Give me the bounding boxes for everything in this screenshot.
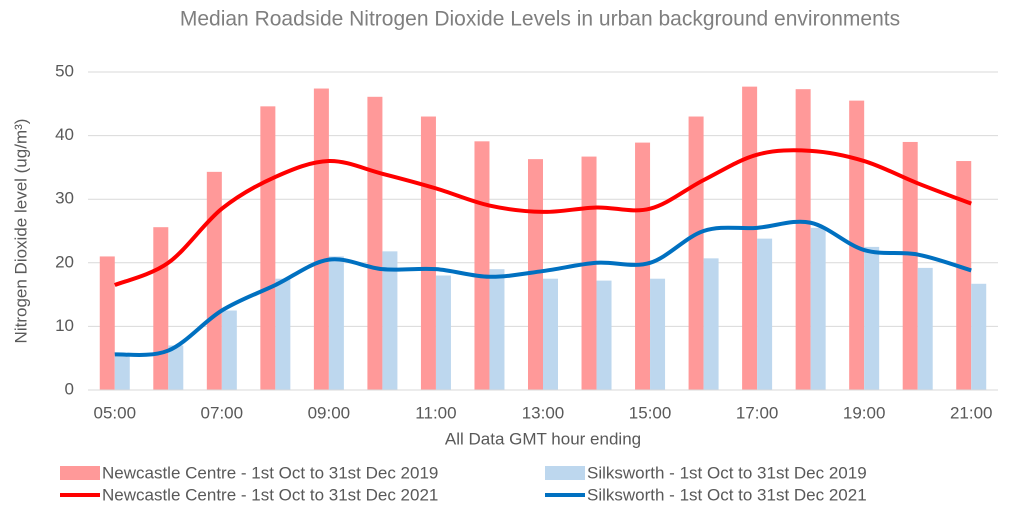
x-tick-label: 13:00 [522, 403, 565, 422]
x-axis-label: All Data GMT hour ending [445, 429, 641, 448]
line [114, 219, 972, 357]
bar [474, 141, 490, 390]
bar [489, 269, 505, 390]
bar [917, 267, 933, 390]
bar [650, 278, 666, 390]
bar [114, 355, 130, 390]
bar [367, 96, 383, 390]
bar [703, 258, 719, 390]
bar [543, 278, 558, 390]
bar [581, 156, 597, 390]
chart-title: Median Roadside Nitrogen Dioxide Levels … [180, 8, 900, 31]
bar [153, 227, 169, 390]
bar [382, 251, 398, 390]
bar [328, 256, 344, 390]
x-tick-label: 17:00 [736, 403, 779, 422]
bar [313, 88, 329, 390]
legend-label: Silksworth - 1st Oct to 31st Dec 2021 [587, 485, 867, 504]
y-axis-label: Nitrogen Dioxide level (ug/m³) [11, 119, 30, 344]
y-tick-label: 40 [55, 125, 74, 144]
line [113, 148, 972, 287]
legend-label: Newcastle Centre - 1st Oct to 31st Dec 2… [102, 485, 438, 504]
x-tick-label: 09:00 [308, 403, 351, 422]
x-tick-label: 11:00 [415, 403, 456, 422]
bar [971, 283, 987, 390]
bar [688, 116, 704, 391]
x-tick-label: 05:00 [93, 403, 136, 422]
y-tick-label: 50 [55, 61, 74, 80]
bar [435, 275, 451, 390]
bar [864, 246, 880, 390]
bar [757, 238, 773, 390]
legend-label: Newcastle Centre - 1st Oct to 31st Dec 2… [102, 463, 438, 482]
x-tick-label: 19:00 [843, 403, 886, 422]
legend-label: Silksworth - 1st Oct to 31st Dec 2019 [587, 463, 867, 482]
bar [260, 106, 276, 391]
x-tick-label: 15:00 [629, 403, 672, 422]
bar [956, 161, 972, 390]
legend-swatch [545, 466, 585, 480]
bar [742, 86, 758, 391]
y-tick-label: 30 [55, 189, 74, 208]
legend-swatch [60, 466, 100, 480]
bar [795, 89, 811, 390]
y-tick-label: 0 [65, 379, 74, 398]
bar [810, 227, 826, 390]
bar [99, 256, 115, 390]
bar [596, 280, 612, 390]
bar [206, 171, 222, 390]
bar [528, 159, 543, 390]
x-tick-label: 21:00 [950, 403, 993, 422]
bar [420, 116, 436, 391]
bar [221, 310, 237, 390]
y-tick-label: 10 [55, 316, 74, 335]
bar [275, 278, 291, 390]
bar [168, 345, 184, 390]
bar [902, 141, 918, 390]
x-tick-label: 07:00 [201, 403, 244, 422]
y-tick-label: 20 [55, 252, 74, 271]
